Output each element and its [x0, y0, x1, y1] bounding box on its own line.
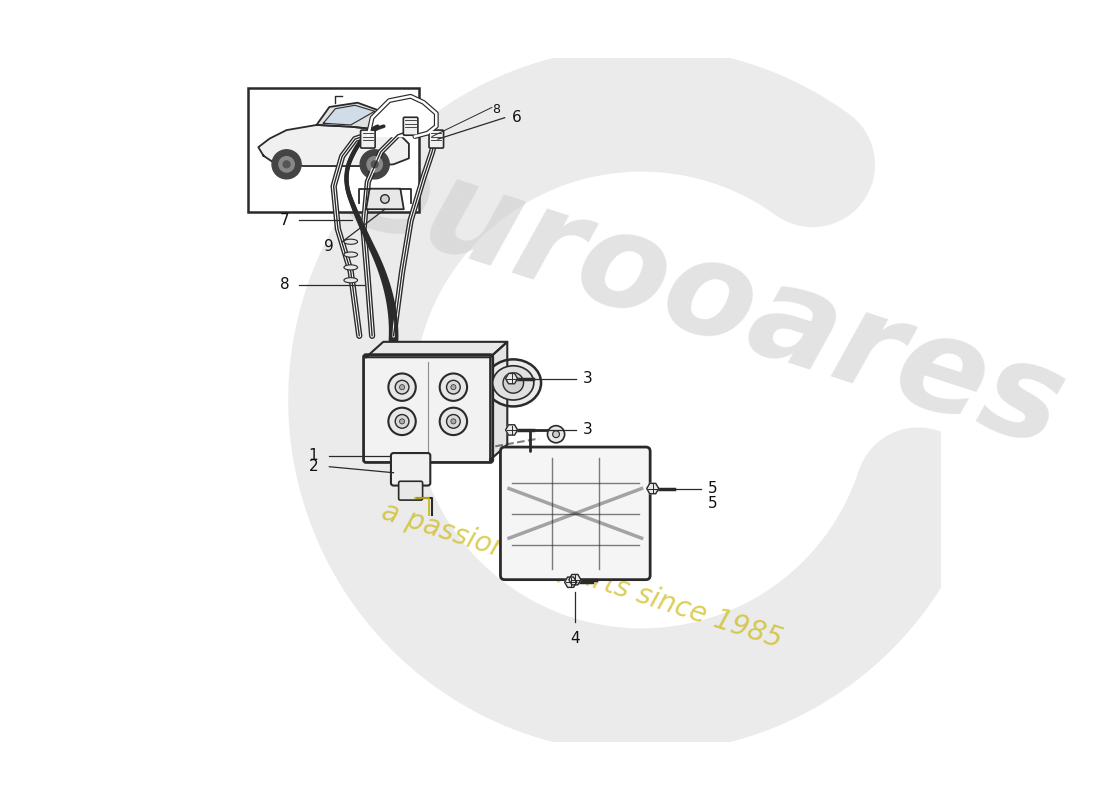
FancyBboxPatch shape — [364, 354, 493, 462]
Text: 8: 8 — [279, 277, 289, 292]
Text: eurooares: eurooares — [324, 121, 1079, 474]
Circle shape — [279, 157, 295, 172]
Polygon shape — [366, 189, 404, 210]
Text: 8: 8 — [492, 102, 499, 116]
Circle shape — [388, 374, 416, 401]
Bar — [249, 88, 419, 212]
Circle shape — [399, 385, 405, 390]
Circle shape — [388, 408, 416, 435]
Circle shape — [552, 430, 560, 438]
Polygon shape — [506, 374, 518, 384]
Circle shape — [447, 380, 460, 394]
Polygon shape — [647, 483, 659, 494]
Polygon shape — [323, 106, 375, 125]
FancyBboxPatch shape — [390, 453, 430, 486]
Polygon shape — [317, 102, 383, 130]
Text: 1: 1 — [309, 448, 318, 463]
Ellipse shape — [493, 366, 534, 400]
Circle shape — [283, 161, 290, 168]
Circle shape — [451, 385, 456, 390]
Circle shape — [381, 194, 389, 203]
Ellipse shape — [344, 278, 358, 283]
Polygon shape — [367, 96, 437, 137]
Text: 7: 7 — [279, 213, 289, 228]
FancyBboxPatch shape — [404, 118, 418, 135]
Polygon shape — [366, 342, 507, 358]
Circle shape — [399, 419, 405, 424]
Circle shape — [395, 414, 409, 428]
FancyBboxPatch shape — [361, 130, 375, 148]
Polygon shape — [569, 574, 581, 585]
Polygon shape — [564, 577, 576, 587]
Text: 3: 3 — [583, 371, 592, 386]
FancyBboxPatch shape — [500, 447, 650, 580]
Text: 3: 3 — [583, 422, 592, 438]
Circle shape — [372, 161, 378, 168]
Text: 6: 6 — [512, 110, 521, 125]
Text: 4: 4 — [570, 631, 580, 646]
Text: 5: 5 — [708, 497, 718, 511]
FancyBboxPatch shape — [398, 482, 422, 500]
Circle shape — [548, 426, 564, 442]
Polygon shape — [491, 342, 507, 460]
Circle shape — [360, 150, 389, 179]
Text: 5: 5 — [708, 481, 718, 496]
Circle shape — [447, 414, 460, 428]
Circle shape — [440, 408, 467, 435]
Circle shape — [367, 157, 383, 172]
Circle shape — [440, 374, 467, 401]
Text: a passion for parts since 1985: a passion for parts since 1985 — [377, 498, 785, 654]
Circle shape — [272, 150, 301, 179]
Ellipse shape — [344, 239, 358, 244]
Circle shape — [451, 419, 456, 424]
Circle shape — [503, 373, 524, 393]
Ellipse shape — [344, 265, 358, 270]
Ellipse shape — [344, 252, 358, 257]
Polygon shape — [258, 125, 409, 166]
Polygon shape — [506, 425, 518, 435]
Circle shape — [395, 380, 409, 394]
Text: 9: 9 — [323, 238, 333, 254]
FancyBboxPatch shape — [429, 130, 443, 148]
Ellipse shape — [485, 359, 541, 406]
Text: 2: 2 — [309, 459, 318, 474]
